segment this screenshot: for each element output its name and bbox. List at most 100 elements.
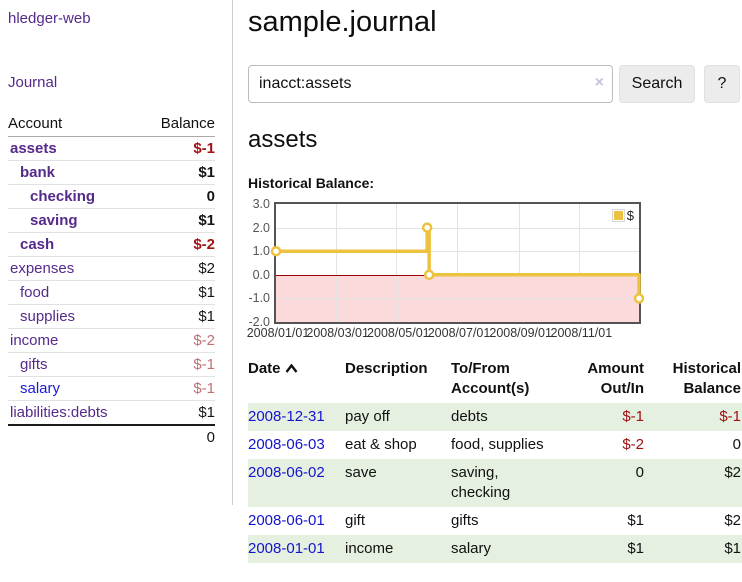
- account-column-header: Account: [8, 115, 63, 132]
- data-point-marker: [633, 293, 645, 304]
- v-gridline: [518, 204, 520, 322]
- transaction-accounts: debts: [451, 408, 488, 425]
- transaction-amount: $-2: [622, 436, 644, 453]
- transaction-description: pay off: [345, 408, 390, 425]
- account-balance: $-1: [193, 356, 215, 373]
- series-legend-label: $: [626, 208, 634, 223]
- search-button[interactable]: Search: [619, 65, 695, 103]
- balance-column-header: Balance: [160, 115, 215, 132]
- account-row: saving $1: [8, 208, 215, 232]
- series-color-swatch: [613, 211, 623, 220]
- account-row: cash $-2: [8, 232, 215, 256]
- transaction-date-link[interactable]: 2008-06-02: [248, 464, 325, 481]
- search-input[interactable]: [248, 65, 613, 103]
- sidebar-account-link[interactable]: bank: [20, 164, 56, 181]
- transaction-accounts: gifts: [451, 512, 479, 529]
- y-axis-tick-label: 2.0: [252, 220, 270, 235]
- running-balance: 0: [732, 436, 741, 453]
- sidebar-account-link[interactable]: cash: [20, 236, 55, 253]
- chart-x-axis: 2008/01/01 2008/03/01 2008/05/01 2008/07/01…: [247, 324, 641, 340]
- account-balance: $1: [198, 164, 215, 181]
- data-point-marker: [270, 245, 282, 257]
- x-axis-tick-label: 2008/11/01: [550, 326, 613, 340]
- account-balance: $-2: [193, 332, 215, 349]
- running-balance: $1: [724, 540, 741, 557]
- x-axis-tick-label: 2008/07/01: [427, 326, 491, 340]
- date-header-label: Date: [248, 360, 281, 377]
- transaction-accounts: salary: [451, 540, 492, 557]
- sidebar-account-link[interactable]: food: [20, 284, 50, 301]
- sidebar-account-link[interactable]: liabilities:debts: [10, 404, 108, 421]
- account-balance: $-1: [193, 380, 215, 397]
- accounts-total-value: 0: [206, 429, 215, 446]
- transaction-date-link[interactable]: 2008-01-01: [248, 540, 325, 557]
- y-axis-tick-label: -1.0: [248, 291, 270, 306]
- sidebar: hledger-web Journal Account Balance asse…: [0, 0, 233, 505]
- app-title-link[interactable]: hledger-web: [8, 10, 91, 27]
- account-balance: $1: [198, 284, 215, 301]
- date-column-header[interactable]: Date: [248, 357, 345, 403]
- account-heading: assets: [248, 126, 318, 153]
- register-row: 2008-06-02 save saving, checking 0 $2: [248, 459, 742, 507]
- accounts-list: assets $-1 bank $1 checking 0 saving $1 cash $-2 e…: [8, 137, 215, 424]
- help-button[interactable]: ?: [704, 65, 740, 103]
- accounts-table-header: Account Balance: [8, 112, 215, 137]
- sidebar-account-link[interactable]: income: [10, 332, 59, 349]
- transaction-date-link[interactable]: 2008-06-01: [248, 512, 325, 529]
- transaction-date-link[interactable]: 2008-12-31: [248, 408, 325, 425]
- chart-legend: $: [611, 208, 634, 223]
- register-row: 2008-06-03 eat & shop food, supplies $-2 0: [248, 431, 742, 459]
- y-axis-tick-label: -2.0: [248, 315, 270, 329]
- sidebar-account-link[interactable]: supplies: [20, 308, 76, 325]
- sidebar-account-link[interactable]: expenses: [10, 260, 75, 277]
- sidebar-account-link[interactable]: salary: [20, 380, 61, 397]
- page-title: sample.journal: [248, 6, 437, 38]
- running-balance: $2: [724, 512, 741, 529]
- x-axis-tick-label: 2008/01/01: [246, 326, 310, 340]
- sidebar-account-link[interactable]: checking: [30, 188, 96, 205]
- account-row: checking 0: [8, 184, 215, 208]
- amount-column-header: Amount Out/In: [587, 360, 644, 397]
- main-content: sample.journal × Search ? assets Histori…: [247, 0, 742, 563]
- account-row: assets $-1: [8, 137, 215, 160]
- transaction-date-link[interactable]: 2008-06-03: [248, 436, 325, 453]
- account-row: food $1: [8, 280, 215, 304]
- account-row: liabilities:debts $1: [8, 400, 215, 424]
- transaction-amount: 0: [635, 464, 644, 481]
- transaction-amount: $-1: [622, 408, 644, 425]
- sidebar-account-link[interactable]: assets: [10, 140, 57, 157]
- account-row: expenses $2: [8, 256, 215, 280]
- accounts-column-header: To/From Account(s): [451, 360, 530, 397]
- transaction-amount: $1: [627, 540, 644, 557]
- sidebar-item-journal[interactable]: Journal: [8, 74, 58, 91]
- sidebar-account-link[interactable]: gifts: [20, 356, 48, 373]
- transaction-amount: $1: [627, 512, 644, 529]
- description-column-header: Description: [345, 360, 428, 377]
- balance-column-header-register: Historical Balance: [672, 360, 741, 397]
- chart-y-axis: 3.0 2.0 1.0 0.0 -1.0 -2.0: [248, 197, 274, 329]
- data-point-marker: [423, 269, 435, 281]
- sort-ascending-icon: [285, 359, 298, 379]
- v-gridline: [396, 204, 398, 322]
- balance-step-line: [270, 222, 645, 304]
- accounts-total-row: 0: [8, 424, 215, 449]
- historical-balance-chart: 3.0 2.0 1.0 0.0 -1.0 -2.0 $ 2008/01/01 2008/03…: [247, 197, 645, 340]
- account-row: salary $-1: [8, 376, 215, 400]
- transaction-description: eat & shop: [345, 436, 417, 453]
- register-table: Date Description To/From Account(s) Amou…: [248, 357, 742, 563]
- account-row: bank $1: [8, 160, 215, 184]
- account-balance: $1: [198, 404, 215, 421]
- transaction-description: income: [345, 540, 394, 557]
- register-row: 2008-12-31 pay off debts $-1 $-1: [248, 403, 742, 431]
- y-axis-tick-label: 0.0: [252, 267, 270, 282]
- sidebar-account-link[interactable]: saving: [30, 212, 78, 229]
- v-gridline: [457, 204, 458, 322]
- account-balance: $-1: [193, 140, 215, 157]
- search-form: × Search ?: [248, 65, 742, 103]
- x-axis-tick-label: 2008/09/01: [489, 326, 552, 340]
- clear-search-icon[interactable]: ×: [594, 74, 604, 91]
- y-axis-tick-label: 1.0: [252, 244, 270, 259]
- account-balance: $1: [198, 308, 215, 325]
- x-axis-tick-label: 2008/03/01: [306, 326, 369, 340]
- x-axis-tick-label: 2008/05/01: [367, 326, 430, 340]
